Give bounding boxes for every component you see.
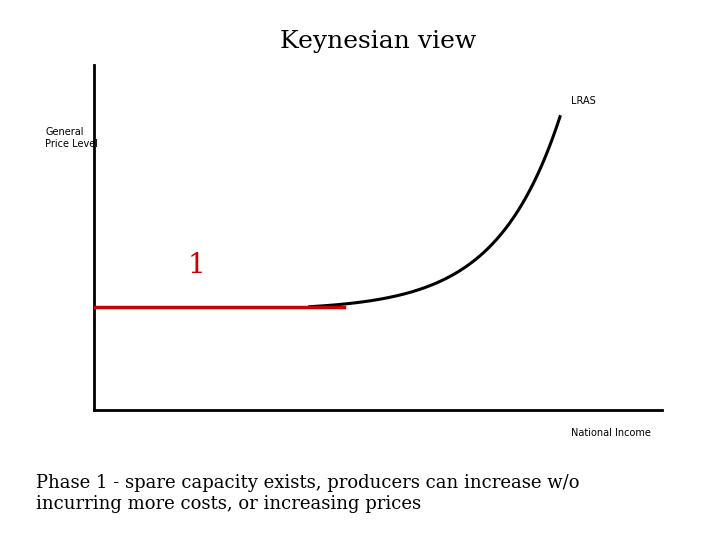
Text: National Income: National Income — [571, 428, 651, 438]
Title: Keynesian view: Keynesian view — [280, 30, 476, 53]
Text: LRAS: LRAS — [572, 96, 596, 106]
Text: Phase 1 - spare capacity exists, producers can increase w/o
incurring more costs: Phase 1 - spare capacity exists, produce… — [36, 474, 580, 513]
Text: 1: 1 — [187, 252, 205, 279]
Text: General
Price Level: General Price Level — [45, 127, 98, 148]
